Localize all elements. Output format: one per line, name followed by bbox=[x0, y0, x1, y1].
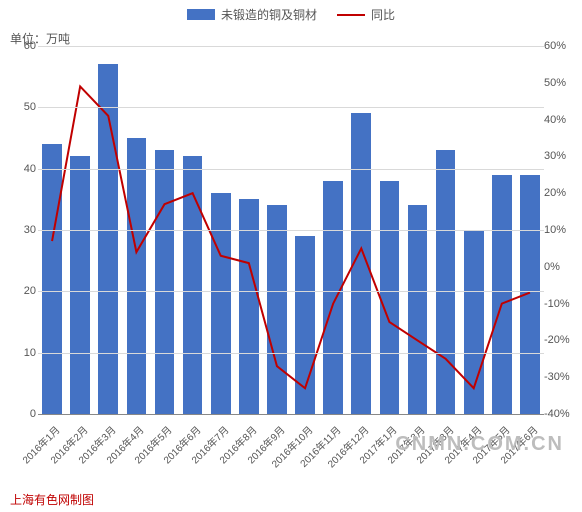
legend-line-label: 同比 bbox=[371, 6, 395, 23]
y-left-tick: 50 bbox=[10, 101, 36, 113]
grid-line bbox=[38, 353, 544, 354]
y-left-tick: 0 bbox=[10, 408, 36, 420]
y-left-tick: 20 bbox=[10, 285, 36, 297]
grid-line bbox=[38, 46, 544, 47]
line-path bbox=[52, 86, 530, 388]
grid-line bbox=[38, 291, 544, 292]
legend-item-bar: 未锻造的铜及铜材 bbox=[187, 6, 317, 23]
grid-line bbox=[38, 107, 544, 108]
y-right-tick: -20% bbox=[544, 334, 578, 346]
y-left-tick: 30 bbox=[10, 224, 36, 236]
y-right-tick: 10% bbox=[544, 224, 578, 236]
y-right-tick: 50% bbox=[544, 77, 578, 89]
y-right-tick: 60% bbox=[544, 40, 578, 52]
y-right-tick: 40% bbox=[544, 114, 578, 126]
grid-line bbox=[38, 169, 544, 170]
chart-container: 未锻造的铜及铜材 同比 单位：万吨 2016年1月2016年2月2016年3月2… bbox=[0, 0, 582, 512]
y-right-tick: -30% bbox=[544, 371, 578, 383]
y-right-tick: -40% bbox=[544, 408, 578, 420]
y-right-tick: 20% bbox=[544, 187, 578, 199]
y-left-tick: 60 bbox=[10, 40, 36, 52]
plot-area bbox=[38, 46, 544, 414]
y-left-tick: 10 bbox=[10, 347, 36, 359]
y-left-tick: 40 bbox=[10, 163, 36, 175]
credit-text: 上海有色网制图 bbox=[10, 491, 94, 508]
legend: 未锻造的铜及铜材 同比 bbox=[0, 6, 582, 23]
y-right-tick: 30% bbox=[544, 150, 578, 162]
legend-item-line: 同比 bbox=[337, 6, 395, 23]
grid-line bbox=[38, 414, 544, 415]
y-right-tick: -10% bbox=[544, 298, 578, 310]
bar-swatch-icon bbox=[187, 9, 215, 20]
legend-bar-label: 未锻造的铜及铜材 bbox=[221, 6, 317, 23]
grid-line bbox=[38, 230, 544, 231]
y-right-tick: 0% bbox=[544, 261, 578, 273]
line-swatch-icon bbox=[337, 14, 365, 16]
watermark-text: CNMN.COM.CN bbox=[395, 433, 564, 456]
